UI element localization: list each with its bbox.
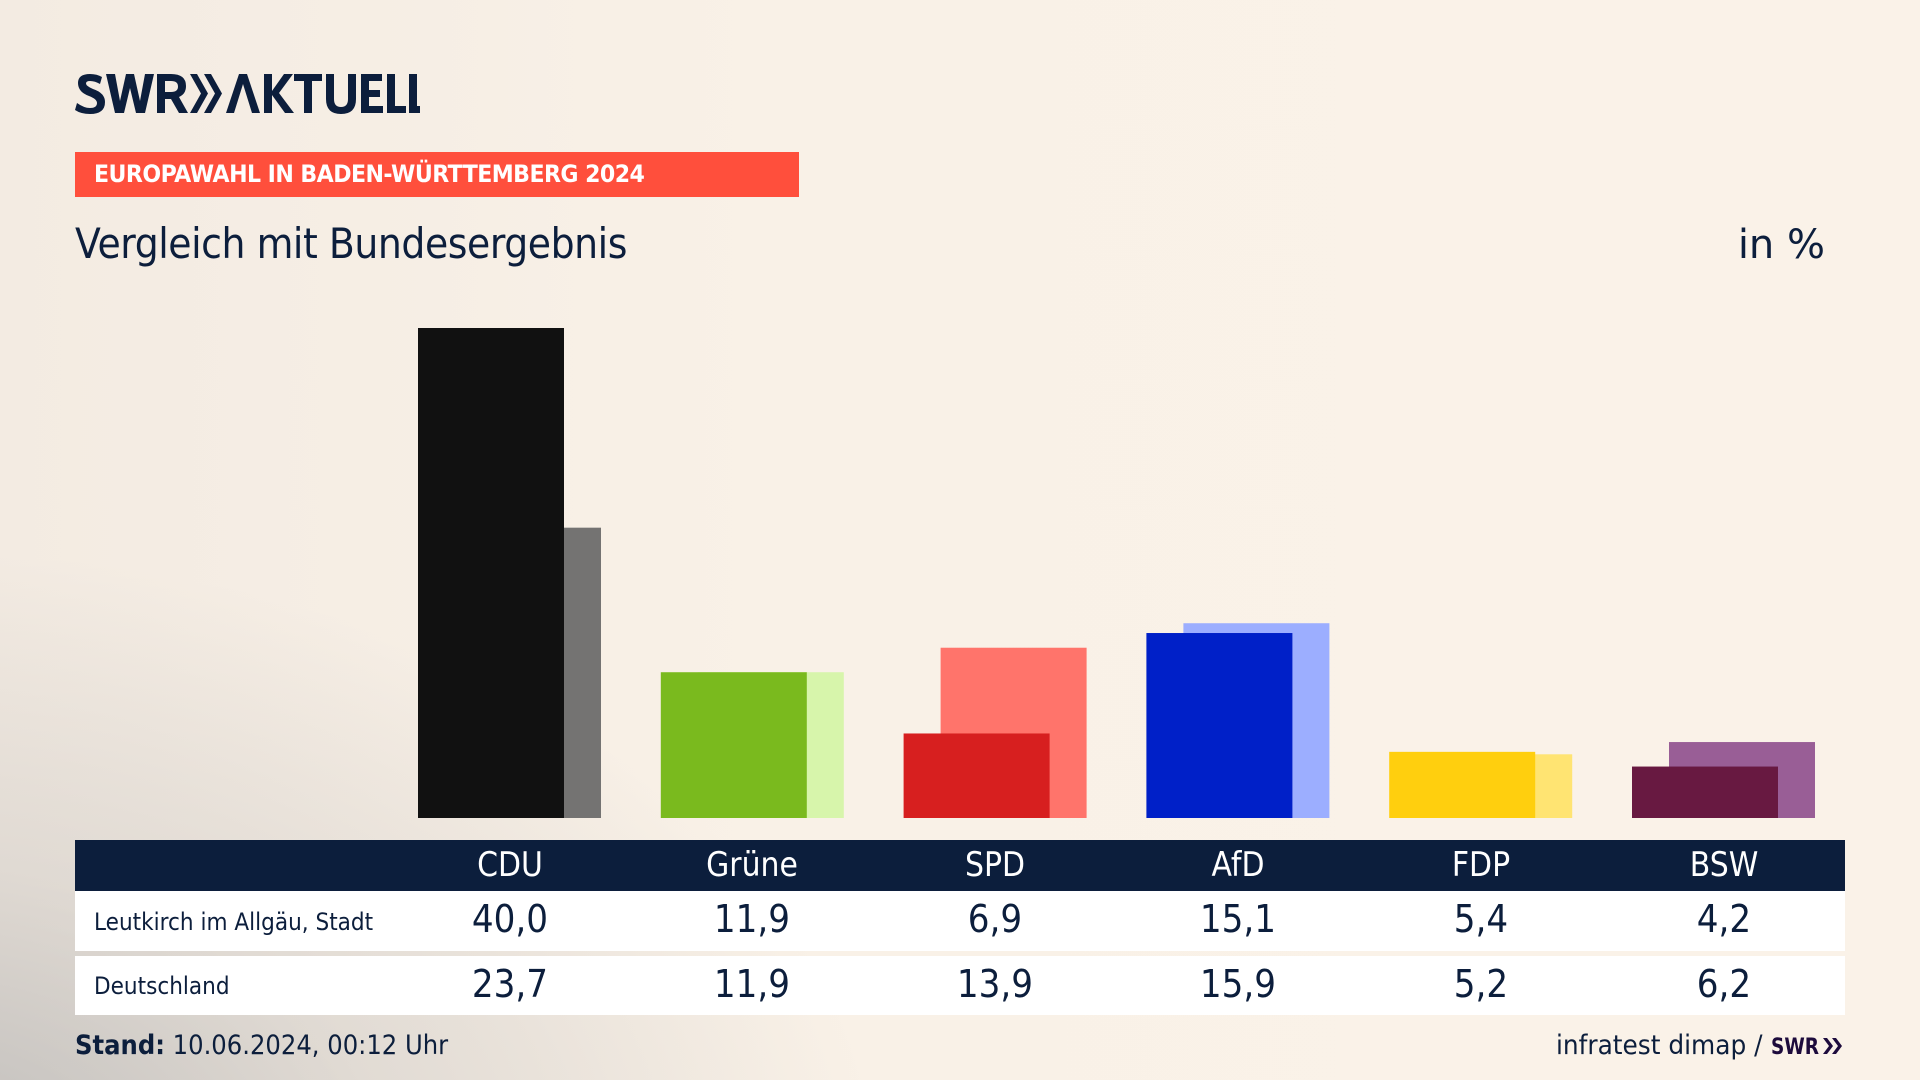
value-national-afd: 15,9 xyxy=(1199,962,1276,1006)
row-label-local: Leutkirch im Allgäu, Stadt xyxy=(94,908,374,936)
swr-logo-icon: SWR xyxy=(1771,1035,1842,1058)
row-label-national: Deutschland xyxy=(94,972,230,1000)
chart-title: Vergleich mit Bundesergebnis xyxy=(75,219,627,268)
election-kicker-text: EUROPAWAHL IN BADEN-WÜRTTEMBERG 2024 xyxy=(94,160,645,188)
value-local-cdu: 40,0 xyxy=(471,897,548,941)
column-header-cdu: CDU xyxy=(476,845,543,885)
stand-value: 10.06.2024, 00:12 Uhr xyxy=(164,1030,449,1061)
bar-local-fdp xyxy=(1389,751,1536,818)
bar-local-gruene xyxy=(660,672,807,818)
value-national-gruene: 11,9 xyxy=(714,962,791,1006)
value-local-fdp: 5,4 xyxy=(1453,897,1508,941)
column-header-afd: AfD xyxy=(1211,845,1265,885)
bar-local-cdu xyxy=(418,328,564,818)
source-text: infratest dimap / xyxy=(1556,1030,1763,1061)
value-local-bsw: 4,2 xyxy=(1696,897,1751,941)
bar-local-spd xyxy=(903,733,1050,818)
column-header-spd: SPD xyxy=(965,845,1026,885)
value-national-spd: 13,9 xyxy=(957,962,1034,1006)
source-credit: infratest dimap / SWR xyxy=(1538,1030,1845,1061)
column-header-gruene: Grüne xyxy=(706,845,799,885)
election-kicker-banner: EUROPAWAHL IN BADEN-WÜRTTEMBERG 2024 xyxy=(75,152,799,197)
bar-chart xyxy=(418,328,1815,818)
bar-local-afd xyxy=(1146,633,1293,818)
swr-aktuell-logo xyxy=(75,70,420,114)
value-local-afd: 15,1 xyxy=(1199,897,1276,941)
value-national-cdu: 23,7 xyxy=(471,962,548,1006)
value-local-spd: 6,9 xyxy=(967,897,1023,941)
table-row-local: Leutkirch im Allgäu, Stadt 40,0 11,9 6,9 15… xyxy=(75,891,1845,951)
column-header-fdp: FDP xyxy=(1451,845,1510,885)
column-header-bsw: BSW xyxy=(1689,845,1758,885)
stand-label: Stand: xyxy=(75,1030,165,1061)
svg-text:SWR: SWR xyxy=(1771,1035,1819,1058)
value-national-bsw: 6,2 xyxy=(1696,962,1751,1006)
table-row-national: Deutschland 23,7 11,9 13,9 15,9 5,2 6,2 xyxy=(75,956,1845,1015)
value-local-gruene: 11,9 xyxy=(714,897,791,941)
timestamp: Stand: 10.06.2024, 00:12 Uhr xyxy=(75,1030,448,1061)
table-header: CDU Grüne SPD AfD FDP BSW xyxy=(75,840,1845,891)
value-national-fdp: 5,2 xyxy=(1453,962,1508,1006)
bar-local-bsw xyxy=(1632,766,1778,818)
unit-label: in % xyxy=(1737,222,1825,268)
